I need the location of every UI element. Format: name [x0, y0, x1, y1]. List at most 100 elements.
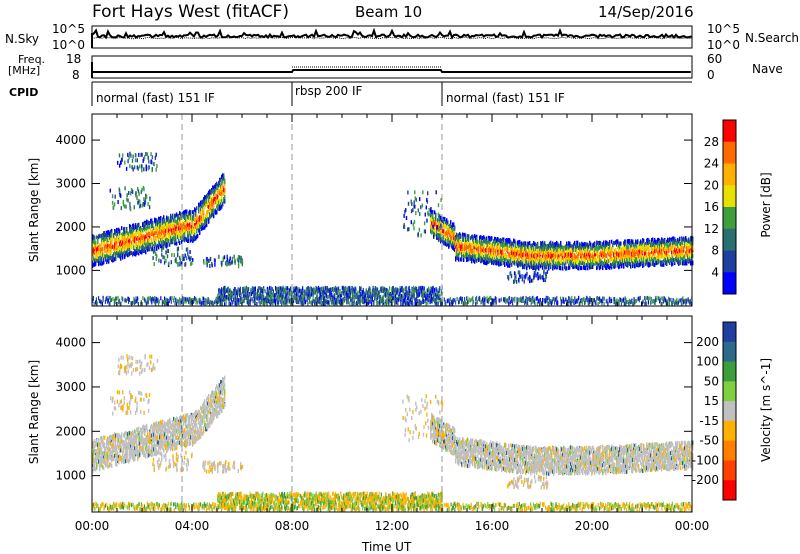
- power-cell: [205, 223, 207, 228]
- power-cell: [171, 228, 173, 233]
- power-cell: [202, 204, 204, 209]
- power-cell: [687, 242, 689, 247]
- power-cell: [532, 265, 534, 270]
- power-cell: [571, 244, 573, 249]
- power-cell: [141, 228, 143, 233]
- power-cell: [624, 255, 626, 260]
- power-cell: [170, 217, 172, 222]
- power-cell: [206, 259, 208, 264]
- power-cell: [150, 228, 152, 233]
- power-cell: [505, 252, 507, 257]
- power-cell: [554, 244, 556, 249]
- power-cell: [578, 262, 580, 266]
- power-cell: [510, 241, 512, 246]
- power-cell: [442, 225, 444, 230]
- power-cell: [520, 259, 522, 264]
- power-cell: [458, 249, 460, 254]
- power-cell: [570, 254, 572, 258]
- power-cell: [473, 236, 475, 240]
- power-cell: [198, 217, 200, 222]
- power-cell: [616, 251, 618, 256]
- power-cell: [187, 222, 189, 227]
- power-cell: [533, 250, 535, 255]
- power-cell: [114, 238, 116, 243]
- power-cell: [435, 220, 437, 225]
- power-cell: [127, 152, 129, 157]
- power-cell: [135, 230, 137, 235]
- power-cell: [538, 264, 540, 269]
- power-cell: [186, 237, 188, 242]
- power-cell: [490, 251, 492, 256]
- power-cell: [501, 243, 503, 247]
- power-cell: [192, 222, 194, 226]
- power-cell: [444, 235, 446, 240]
- power-cell: [180, 218, 182, 223]
- power-cell: [668, 253, 670, 258]
- power-cell: [494, 253, 496, 257]
- power-cell: [190, 256, 192, 260]
- power-cell: [625, 251, 627, 255]
- power-cell: [589, 254, 591, 259]
- power-cell: [526, 262, 528, 267]
- power-cell: [583, 246, 585, 251]
- power-cell: [562, 266, 564, 271]
- power-cell: [679, 253, 681, 257]
- power-cell: [158, 220, 160, 225]
- power-cell: [476, 244, 478, 249]
- power-cell: [438, 224, 440, 229]
- power-cell: [507, 263, 509, 268]
- power-cell: [179, 228, 181, 233]
- power-cell: [213, 201, 215, 205]
- power-cell: [680, 242, 682, 246]
- power-cell: [628, 245, 630, 250]
- power-cell: [443, 218, 445, 223]
- power-cell: [483, 239, 485, 244]
- power-cell: [678, 243, 680, 248]
- power-cell: [100, 258, 102, 263]
- power-cell: [99, 233, 101, 238]
- power-cell: [204, 225, 206, 230]
- power-cell: [645, 247, 647, 252]
- power-cell: [592, 264, 594, 269]
- power-cell: [581, 258, 583, 263]
- power-cell: [143, 237, 145, 241]
- power-cell: [623, 241, 625, 246]
- power-cell: [560, 252, 562, 256]
- power-cell: [574, 256, 576, 261]
- power-cell: [187, 214, 189, 219]
- power-cell: [524, 258, 526, 263]
- power-cell: [661, 250, 663, 255]
- power-cell: [609, 249, 611, 253]
- power-cell: [101, 242, 103, 246]
- power-cell: [129, 201, 131, 206]
- power-cell: [527, 244, 529, 249]
- power-cell: [470, 247, 472, 252]
- power-cell: [194, 228, 196, 233]
- power-cell: [167, 216, 169, 221]
- power-cell: [129, 234, 131, 239]
- power-cell: [206, 194, 208, 199]
- power-cell: [657, 253, 659, 258]
- power-cell: [194, 223, 196, 228]
- power-cell: [494, 247, 496, 252]
- power-cell: [216, 194, 218, 199]
- power-cell: [434, 229, 436, 234]
- power-cell: [501, 256, 503, 261]
- power-cell: [153, 262, 155, 266]
- power-cell: [195, 208, 197, 213]
- power-cell: [528, 260, 530, 265]
- power-cell: [109, 254, 111, 259]
- power-cell: [559, 266, 561, 271]
- power-cell: [606, 247, 608, 252]
- power-cell: [92, 249, 94, 254]
- power-cell: [540, 242, 542, 246]
- power-cell: [131, 165, 133, 170]
- power-cell: [155, 218, 157, 223]
- power-cell: [190, 262, 192, 266]
- power-cell: [642, 260, 644, 265]
- power-cell: [651, 256, 653, 261]
- power-cell: [135, 252, 137, 257]
- power-cell: [533, 260, 535, 264]
- power-cell: [452, 245, 454, 250]
- power-cell: [667, 238, 669, 243]
